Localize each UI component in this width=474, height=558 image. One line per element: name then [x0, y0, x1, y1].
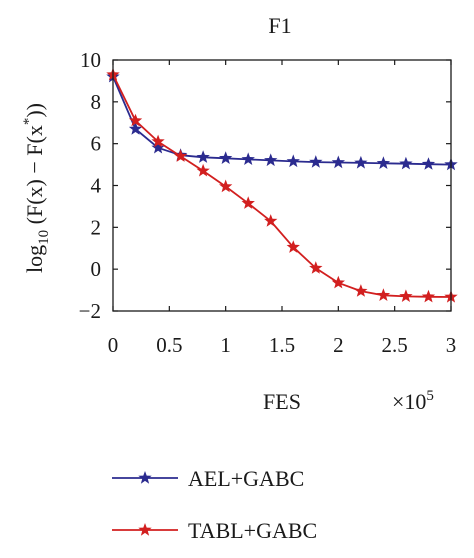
- series-line-tabl-gabc: [112, 74, 452, 298]
- x-tick-label: 0.5: [156, 333, 182, 357]
- x-tick-label: 2: [333, 333, 344, 357]
- data-point-ael-gabc: [309, 155, 323, 168]
- data-point-tabl-gabc: [331, 275, 345, 289]
- x-tick-label: 1: [220, 333, 231, 357]
- data-point-tabl-gabc: [241, 196, 255, 209]
- data-point-tabl-gabc: [128, 113, 143, 127]
- data-point-tabl-gabc: [173, 149, 188, 162]
- y-tick-label: 6: [91, 132, 102, 156]
- data-point-ael-gabc: [219, 151, 233, 164]
- y-tick-label: −2: [79, 299, 101, 323]
- legend: AEL+GABC TABL+GABC: [112, 466, 317, 543]
- x-multiplier-base: ×10: [392, 389, 426, 414]
- data-point-tabl-gabc: [151, 134, 165, 148]
- series-line-ael-gabc: [112, 76, 452, 166]
- y-label-subscript: 10: [36, 230, 52, 245]
- y-label-middle: (F(x) − F(x: [22, 125, 47, 230]
- data-point-ael-gabc: [128, 122, 143, 135]
- y-label-prefix: log: [22, 245, 47, 273]
- data-point-tabl-gabc: [376, 288, 391, 301]
- y-label-end: )): [22, 103, 47, 118]
- y-tick-label: 4: [91, 174, 102, 198]
- y-tick-label: 10: [80, 48, 101, 72]
- x-tick-label: 0: [108, 333, 119, 357]
- data-point-ael-gabc: [376, 156, 391, 169]
- data-point-ael-gabc: [399, 156, 413, 170]
- y-tick-label: 2: [91, 215, 102, 239]
- data-point-tabl-gabc: [219, 179, 233, 193]
- x-tick-label: 1.5: [269, 333, 295, 357]
- data-point-tabl-gabc: [309, 261, 323, 274]
- plot-frame: [112, 59, 452, 312]
- chart-title: F1: [268, 13, 291, 38]
- data-point-tabl-gabc: [286, 240, 300, 253]
- y-axis-label: log10 (F(x) − F(x*)): [21, 103, 52, 273]
- data-point-ael-gabc: [354, 155, 368, 169]
- data-point-ael-gabc: [331, 155, 345, 169]
- svg-text:log10 (F(x) − F(x*)): log10 (F(x) − F(x*)): [21, 103, 52, 273]
- legend-marker-star-icon: [138, 471, 152, 484]
- data-point-ael-gabc: [286, 154, 300, 168]
- x-tick-label: 2.5: [382, 333, 408, 357]
- legend-label: AEL+GABC: [188, 466, 304, 491]
- x-axis-multiplier: ×105: [392, 388, 434, 414]
- data-point-ael-gabc: [421, 157, 436, 170]
- data-point-tabl-gabc: [399, 289, 413, 302]
- data-point-ael-gabc: [264, 153, 278, 167]
- data-point-ael-gabc: [241, 152, 255, 165]
- legend-label: TABL+GABC: [188, 518, 317, 543]
- legend-item-tabl-gabc: TABL+GABC: [112, 518, 317, 543]
- data-point-ael-gabc: [151, 140, 165, 154]
- series-layer: [106, 67, 458, 303]
- y-label-superscript: *: [21, 118, 37, 126]
- legend-marker-star-icon: [138, 523, 152, 536]
- x-axis-label: FES: [263, 389, 301, 414]
- data-point-tabl-gabc: [264, 214, 278, 227]
- data-point-tabl-gabc: [354, 284, 368, 297]
- legend-item-ael-gabc: AEL+GABC: [112, 466, 304, 491]
- y-tick-label: 0: [91, 257, 102, 281]
- x-tick-label: 3: [446, 333, 457, 357]
- data-point-tabl-gabc: [196, 163, 210, 177]
- x-multiplier-exponent: 5: [426, 388, 434, 404]
- data-point-tabl-gabc: [421, 289, 436, 303]
- y-tick-label: 8: [91, 90, 102, 114]
- data-point-ael-gabc: [196, 150, 210, 163]
